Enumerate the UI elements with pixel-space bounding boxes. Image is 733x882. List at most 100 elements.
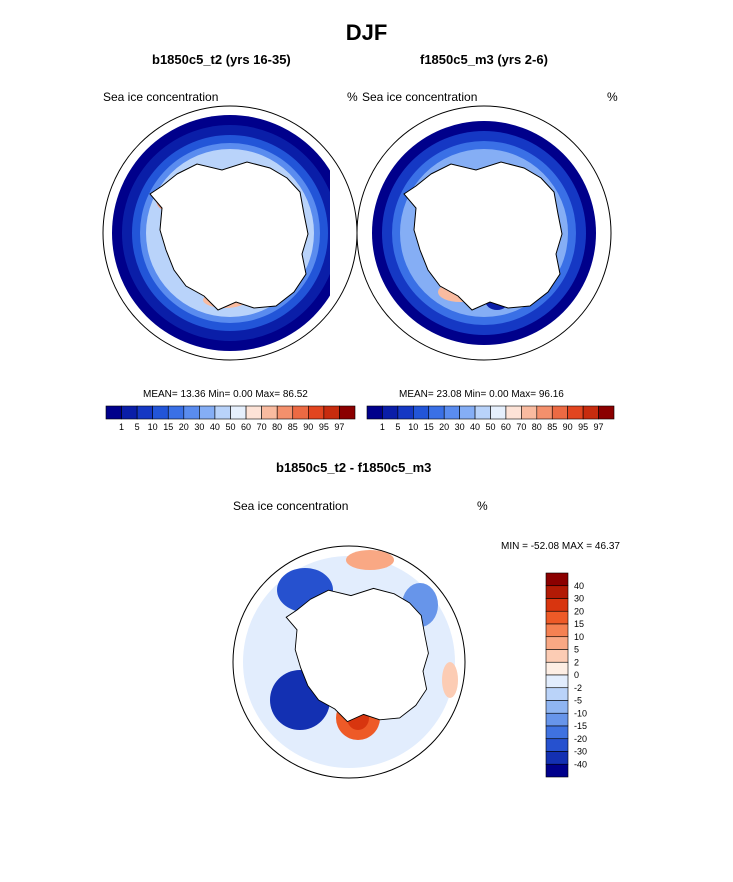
difference-colorbar-swatch — [545, 636, 569, 650]
panel-1-colorbar-swatch — [308, 405, 325, 420]
difference-colorbar-swatch — [545, 725, 569, 740]
panel-1-colorbar-swatch — [167, 405, 185, 420]
panel-2-colorbar-swatch — [474, 405, 491, 420]
panel-2-colorbar-tick-label: 20 — [439, 422, 449, 432]
difference-minmax: MIN = -52.08 MAX = 46.37 — [501, 541, 620, 552]
difference-colorbar-swatch — [545, 585, 569, 599]
panel-2-max-value: 96.16 — [538, 389, 564, 400]
panel-2-colorbar: 1 5 10 15 20 30 40 50 60 70 80 85 90 95 97 — [366, 405, 615, 432]
panel-1-colorbar-tick-label: 10 — [148, 422, 158, 432]
panel-1-colorbar-swatch — [261, 405, 278, 420]
difference-colorbar-swatch — [545, 738, 569, 752]
panel-2-variable-label: Sea ice concentration — [362, 90, 478, 104]
panel-1-colorbar-tick-label: 90 — [303, 422, 313, 432]
panel-2-mean-value: 23.08 — [436, 389, 462, 400]
panel-1-colorbar-swatch — [292, 405, 309, 420]
difference-colorbar-swatch — [545, 700, 569, 714]
difference-colorbar-tick-label: -10 — [574, 708, 587, 718]
panel-2-colorbar-swatch — [521, 405, 538, 420]
panel-1-colorbar-tick-label: 95 — [319, 422, 329, 432]
panel-1-title: b1850c5_t2 (yrs 16-35) — [152, 52, 291, 67]
panel-2-colorbar-tick-label: 30 — [455, 422, 465, 432]
panel-2-colorbar-swatch — [382, 405, 399, 420]
panel-1-colorbar-swatch — [105, 405, 122, 420]
panel-2-colorbar-swatch — [505, 405, 522, 420]
panel-2-colorbar-swatch — [551, 405, 568, 420]
difference-map — [232, 545, 466, 779]
difference-colorbar-tick-label: -5 — [574, 696, 582, 706]
panel-2-min-label: Min= — [464, 389, 487, 400]
panel-1-colorbar-tick-label: 97 — [334, 422, 344, 432]
panel-2-colorbar-tick-label: 10 — [408, 422, 418, 432]
panel-1-colorbar-swatch — [230, 405, 247, 420]
panel-2-colorbar-swatch — [413, 405, 430, 420]
panel-2-min-value: 0.00 — [489, 389, 509, 400]
difference-title: b1850c5_t2 - f1850c5_m3 — [276, 460, 432, 475]
panel-2-colorbar-tick-label: 1 — [380, 422, 385, 432]
panel-1-colorbar-swatch — [339, 405, 356, 420]
difference-colorbar-swatch — [545, 610, 569, 625]
panel-1-colorbar-tick-label: 50 — [225, 422, 235, 432]
figure-title: DJF — [345, 20, 388, 45]
panel-1-variable-label: Sea ice concentration — [103, 90, 219, 104]
panel-1-mean-value: 13.36 — [180, 389, 206, 400]
difference-colorbar-tick-label: 20 — [574, 606, 584, 616]
panel-2-units-label: % — [607, 90, 618, 104]
panel-1-min-label: Min= — [208, 389, 231, 400]
panel-2-colorbar-tick-label: 85 — [547, 422, 557, 432]
panel-2-colorbar-swatch — [567, 405, 584, 420]
difference-colorbar-tick-label: 2 — [574, 657, 579, 667]
panel-2-mean-label: MEAN= — [399, 389, 434, 400]
panel-1-max-label: Max= — [255, 389, 281, 400]
difference-colorbar-tick-label: 40 — [574, 581, 584, 591]
difference-colorbar-swatch — [545, 572, 569, 587]
panel-1-colorbar-tick-label: 40 — [210, 422, 220, 432]
panel-1-colorbar-tick-label: 85 — [288, 422, 298, 432]
panel-2-colorbar-swatch — [582, 405, 599, 420]
panel-1-colorbar-tick-label: 1 — [119, 422, 124, 432]
panel-1-colorbar-swatch — [152, 405, 169, 420]
panel-1-units-label: % — [347, 90, 358, 104]
difference-colorbar-tick-label: -30 — [574, 747, 587, 757]
panel-1-colorbar-tick-label: 5 — [135, 422, 140, 432]
panel-1-colorbar-tick-label: 80 — [272, 422, 282, 432]
panel-1-colorbar-swatch — [183, 405, 200, 420]
panel-1-colorbar-swatch — [136, 405, 153, 420]
panel-1-colorbar-swatch — [245, 405, 262, 420]
difference-colorbar-tick-label: 30 — [574, 594, 584, 604]
panel-2-colorbar-swatch — [366, 405, 383, 420]
difference-colorbar-swatch — [545, 674, 569, 689]
panel-2-colorbar-swatch — [443, 405, 460, 420]
difference-units-label: % — [477, 499, 488, 513]
difference-colorbar-swatch — [545, 751, 569, 765]
panel-2-max-label: Max= — [511, 389, 537, 400]
difference-colorbar-tick-label: -2 — [574, 683, 582, 693]
difference-colorbar-swatch — [545, 661, 569, 676]
panel-1-mean-label: MEAN= — [143, 389, 178, 400]
panel-2-colorbar-swatch — [428, 405, 445, 420]
panel-2-colorbar-tick-label: 60 — [501, 422, 511, 432]
difference-colorbar-tick-label: -15 — [574, 721, 587, 731]
difference-colorbar-swatch — [545, 649, 569, 663]
panel-2-stats: MEAN= 23.08 Min= 0.00 Max= 96.16 — [399, 389, 564, 400]
difference-colorbar-swatch — [545, 763, 569, 778]
panel-2-colorbar-tick-label: 50 — [485, 422, 495, 432]
difference-colorbar-tick-label: -20 — [574, 734, 587, 744]
panel-1-colorbar-tick-label: 15 — [163, 422, 173, 432]
panel-2-colorbar-tick-label: 70 — [516, 422, 526, 432]
difference-colorbar-tick-label: 15 — [574, 619, 584, 629]
difference-colorbar-tick-label: 0 — [574, 670, 579, 680]
difference-colorbar-swatch — [545, 598, 569, 612]
difference-colorbar-tick-label: 5 — [574, 645, 579, 655]
panel-2-colorbar-swatch — [459, 405, 476, 420]
difference-colorbar-tick-label: -40 — [574, 759, 587, 769]
panel-1-colorbar-tick-label: 20 — [179, 422, 189, 432]
panel-2-colorbar-swatch — [536, 405, 553, 420]
panel-2-colorbar-tick-label: 5 — [395, 422, 400, 432]
panel-2-colorbar-swatch — [598, 405, 615, 420]
panel-2-colorbar-tick-label: 95 — [578, 422, 588, 432]
panel-1-colorbar-swatch — [323, 405, 340, 420]
difference-colorbar-tick-label: 10 — [574, 632, 584, 642]
